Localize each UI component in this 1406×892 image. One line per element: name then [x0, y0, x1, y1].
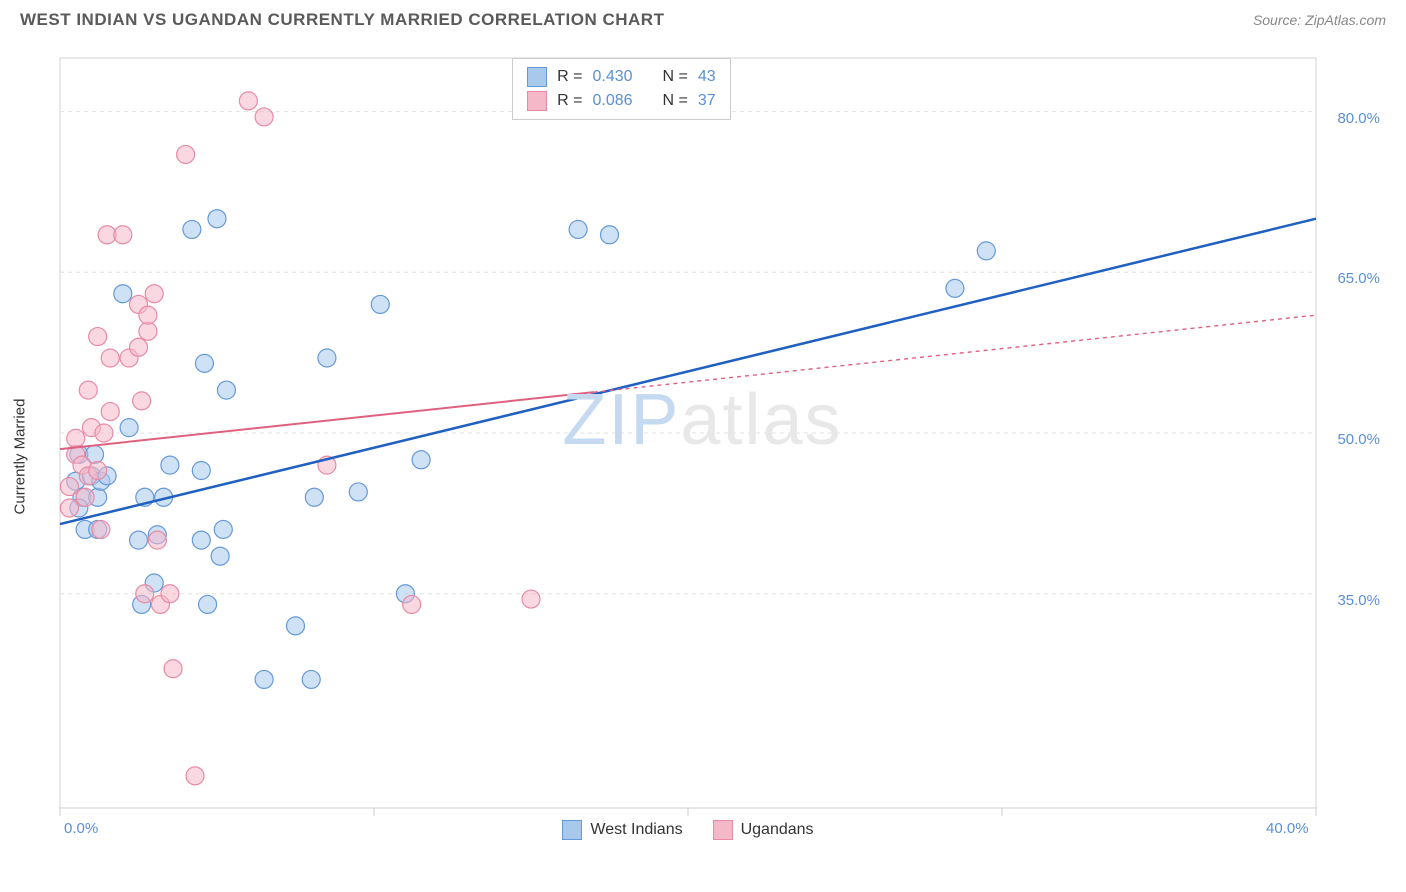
data-point [148, 531, 166, 549]
legend-r-label: R = [557, 92, 582, 110]
y-tick-label: 50.0% [1337, 431, 1380, 448]
y-axis-label: Currently Married [12, 399, 29, 515]
legend-row: R = 0.086 N = 37 [527, 89, 716, 113]
legend-n-label: N = [663, 92, 688, 110]
legend-r-value: 0.430 [593, 68, 633, 86]
legend-swatch [527, 67, 547, 87]
data-point [412, 451, 430, 469]
data-point [76, 488, 94, 506]
x-tick-label: 0.0% [64, 820, 98, 837]
y-tick-label: 65.0% [1337, 270, 1380, 287]
data-point [195, 354, 213, 372]
legend-series-label: West Indians [590, 821, 682, 839]
legend-series-item: West Indians [562, 820, 682, 840]
legend-swatch [562, 820, 582, 840]
legend-n-value: 43 [698, 68, 716, 86]
data-point [305, 488, 323, 506]
data-point [255, 670, 273, 688]
data-point [136, 585, 154, 603]
data-point [349, 483, 367, 501]
data-point [569, 220, 587, 238]
data-point [946, 279, 964, 297]
y-tick-label: 80.0% [1337, 110, 1380, 127]
data-point [302, 670, 320, 688]
data-point [239, 92, 257, 110]
legend-swatch [713, 820, 733, 840]
data-point [318, 349, 336, 367]
data-point [95, 424, 113, 442]
data-point [89, 462, 107, 480]
data-point [177, 145, 195, 163]
legend-n-label: N = [663, 68, 688, 86]
data-point [217, 381, 235, 399]
data-point [208, 210, 226, 228]
legend-r-value: 0.086 [593, 92, 633, 110]
legend-series-item: Ugandans [713, 820, 814, 840]
data-point [79, 381, 97, 399]
data-point [186, 767, 204, 785]
scatter-plot [50, 48, 1386, 848]
data-point [977, 242, 995, 260]
data-point [101, 349, 119, 367]
data-point [199, 595, 217, 613]
chart-container: Currently Married ZIPatlas R = 0.430 N =… [50, 48, 1386, 848]
data-point [89, 328, 107, 346]
data-point [139, 322, 157, 340]
data-point [403, 595, 421, 613]
legend-r-label: R = [557, 68, 582, 86]
data-point [60, 499, 78, 517]
trend-line-extrapolated [594, 315, 1316, 392]
data-point [133, 392, 151, 410]
data-point [101, 403, 119, 421]
data-point [192, 462, 210, 480]
data-point [161, 456, 179, 474]
data-point [371, 295, 389, 313]
data-point [192, 531, 210, 549]
data-point [120, 419, 138, 437]
legend-series-label: Ugandans [741, 821, 814, 839]
data-point [114, 226, 132, 244]
y-tick-label: 35.0% [1337, 592, 1380, 609]
legend-swatch [527, 91, 547, 111]
chart-source: Source: ZipAtlas.com [1253, 12, 1386, 28]
data-point [92, 520, 110, 538]
x-tick-label: 40.0% [1266, 820, 1309, 837]
series-legend: West Indians Ugandans [562, 820, 813, 840]
data-point [139, 306, 157, 324]
data-point [130, 338, 148, 356]
data-point [145, 285, 163, 303]
data-point [214, 520, 232, 538]
data-point [161, 585, 179, 603]
data-point [164, 660, 182, 678]
data-point [522, 590, 540, 608]
trend-line [60, 219, 1316, 524]
data-point [114, 285, 132, 303]
chart-header: WEST INDIAN VS UGANDAN CURRENTLY MARRIED… [0, 0, 1406, 38]
data-point [211, 547, 229, 565]
data-point [67, 429, 85, 447]
correlation-legend: R = 0.430 N = 43 R = 0.086 N = 37 [512, 58, 731, 120]
data-point [130, 531, 148, 549]
data-point [255, 108, 273, 126]
data-point [287, 617, 305, 635]
legend-row: R = 0.430 N = 43 [527, 65, 716, 89]
data-point [60, 478, 78, 496]
chart-title: WEST INDIAN VS UGANDAN CURRENTLY MARRIED… [20, 10, 664, 30]
legend-n-value: 37 [698, 92, 716, 110]
data-point [601, 226, 619, 244]
data-point [183, 220, 201, 238]
